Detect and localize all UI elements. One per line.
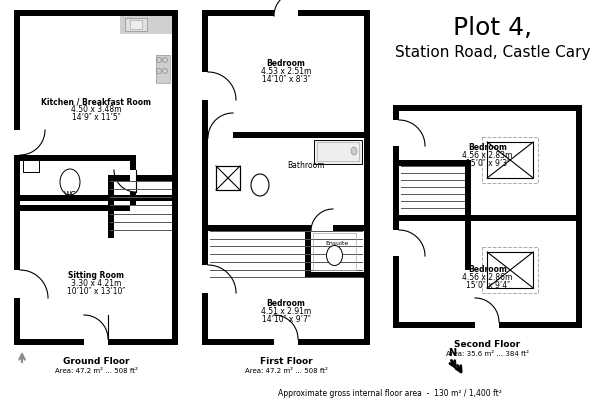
Bar [399,215,576,221]
Bar [130,20,142,29]
Bar [20,155,130,161]
Bar [120,16,172,34]
Bar [393,105,582,328]
Text: Area: 47.2 m² ... 508 ft²: Area: 47.2 m² ... 508 ft² [245,368,328,374]
Text: Bathroom: Bathroom [287,160,325,170]
Bar [393,230,399,256]
Bar [208,16,364,339]
Ellipse shape [60,169,80,195]
Bar [208,132,233,139]
Text: Approximate gross internal floor area  -  130 m² / 1,400 ft²: Approximate gross internal floor area - … [278,388,502,397]
Bar [125,18,147,31]
Bar [84,339,108,347]
Bar [305,231,311,278]
Bar [14,10,178,345]
Text: Plot 4,: Plot 4, [454,16,533,40]
Ellipse shape [326,245,343,266]
Bar [274,10,298,17]
Bar [475,322,499,330]
Text: 15’0″ x 9’4″: 15’0″ x 9’4″ [466,282,509,291]
Bar [20,195,172,201]
Ellipse shape [251,174,269,196]
Bar [393,120,399,146]
Text: Bedroom: Bedroom [266,299,305,309]
Text: Ground Floor: Ground Floor [63,357,129,366]
Text: N: N [448,348,456,358]
Bar [314,140,362,164]
Bar [216,166,240,190]
Bar [202,10,370,345]
Bar [130,155,136,205]
Text: 3.30 x 4.21m: 3.30 x 4.21m [71,278,121,287]
Bar [313,233,356,270]
Bar [314,140,362,164]
Bar [399,111,576,322]
Text: Station Road, Castle Cary: Station Road, Castle Cary [395,44,591,60]
Bar [23,160,39,172]
Bar [311,225,333,232]
Text: Area: 47.2 m² ... 508 ft²: Area: 47.2 m² ... 508 ft² [55,368,137,374]
Bar [399,160,465,166]
Bar [202,72,208,100]
Text: WC: WC [64,191,76,201]
Text: Bedroom: Bedroom [468,143,507,152]
Bar [487,252,533,288]
Text: 14’10″ x 8’3″: 14’10″ x 8’3″ [262,75,310,85]
Bar [274,339,298,347]
Bar [130,170,136,192]
Bar [108,175,172,181]
Text: First Floor: First Floor [260,357,313,366]
Text: Ensuite: Ensuite [326,241,349,246]
Bar [465,160,471,215]
Bar [20,16,172,339]
Text: Bedroom: Bedroom [468,266,507,274]
Bar [202,265,208,293]
Text: 4.51 x 2.91m: 4.51 x 2.91m [261,307,311,316]
Bar [465,209,471,270]
Bar [487,142,533,178]
Text: Bedroom: Bedroom [266,60,305,69]
Bar [482,247,538,293]
Bar [14,130,20,155]
Bar [156,55,170,83]
Text: 14’9″ x 11’5″: 14’9″ x 11’5″ [71,114,121,123]
Bar [208,225,364,231]
Bar [156,55,170,83]
Bar [216,166,240,190]
Ellipse shape [351,147,357,155]
Text: 4.53 x 2.51m: 4.53 x 2.51m [261,67,311,77]
Bar [317,142,359,161]
Bar [14,270,20,298]
Text: 10’10″ x 13’10″: 10’10″ x 13’10″ [67,287,125,295]
Bar [108,175,114,238]
Text: 4.56 x 2.83m: 4.56 x 2.83m [463,150,512,160]
Bar [23,160,39,172]
Text: Second Floor: Second Floor [454,340,521,349]
Bar [482,137,538,183]
Text: 4.56 x 2.86m: 4.56 x 2.86m [463,274,512,283]
Text: 4.50 x 3.48m: 4.50 x 3.48m [71,106,121,114]
Text: Kitchen / Breakfast Room: Kitchen / Breakfast Room [41,98,151,106]
Text: Area: 35.6 m² ... 384 ft²: Area: 35.6 m² ... 384 ft² [446,351,529,357]
Bar [208,132,364,138]
Text: 15’0″ x 9’3″: 15’0″ x 9’3″ [466,158,509,168]
Bar [20,205,130,211]
Bar [305,272,364,278]
Text: Sitting Room: Sitting Room [68,270,124,280]
Text: 14’10″ x 9’7″: 14’10″ x 9’7″ [262,316,310,324]
